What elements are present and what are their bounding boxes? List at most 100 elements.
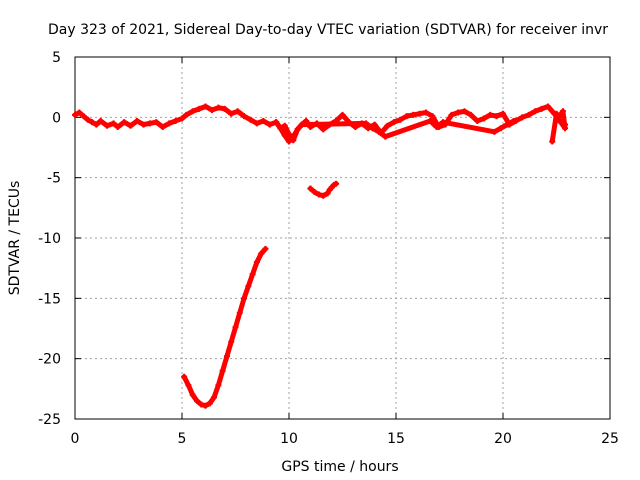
data-point [382, 133, 389, 140]
data-point [245, 283, 252, 290]
data-point [320, 192, 327, 199]
data-point [253, 259, 260, 266]
data-point [181, 373, 188, 380]
data-point [403, 113, 410, 120]
y-tick-label: 0 [52, 110, 61, 126]
data-point [134, 117, 141, 124]
data-point [532, 108, 539, 115]
data-point [553, 110, 560, 117]
data-point [185, 382, 192, 389]
data-point [390, 119, 397, 126]
y-tick-label: -15 [38, 291, 61, 307]
data-point [183, 111, 190, 118]
series-segment-11h [307, 180, 340, 199]
data-point [397, 116, 404, 123]
x-axis-ticks: 0 5 10 15 20 25 [71, 57, 619, 447]
data-point [557, 119, 564, 126]
data-point [72, 111, 78, 118]
data-point [311, 189, 318, 196]
data-point [172, 117, 179, 124]
y-tick-label: -10 [38, 231, 61, 247]
data-point [215, 382, 222, 389]
y-tick-label: -25 [38, 412, 61, 428]
data-point [467, 111, 474, 118]
data-point [410, 111, 417, 118]
data-point [555, 114, 562, 121]
data-point [247, 116, 254, 123]
data-point [198, 401, 205, 408]
data-point [114, 123, 121, 130]
data-point [234, 108, 241, 115]
data-point [519, 114, 526, 121]
data-point [189, 108, 196, 115]
data-point [273, 119, 280, 126]
data-point [93, 121, 100, 128]
data-point [253, 120, 260, 127]
data-point [179, 115, 185, 122]
data-point [544, 103, 551, 110]
data-point [89, 119, 96, 126]
x-tick-label: 25 [601, 431, 619, 447]
data-point [369, 125, 376, 132]
series-dip-band [273, 117, 517, 145]
data-point [193, 397, 200, 404]
data-point [294, 126, 301, 133]
data-point [480, 115, 487, 122]
data-point [487, 111, 494, 118]
data-point [221, 105, 228, 112]
data-point [266, 121, 273, 128]
data-point [504, 121, 511, 128]
data-point [202, 103, 209, 110]
data-point [461, 108, 468, 115]
data-point [206, 400, 213, 407]
data-point [333, 180, 340, 187]
data-point [153, 119, 160, 126]
data-point [121, 119, 128, 126]
data-point [559, 108, 566, 115]
data-point [290, 133, 297, 140]
data-point [497, 125, 504, 132]
data-point [241, 295, 248, 302]
data-point [455, 109, 462, 116]
data-point [140, 121, 147, 128]
series-deep-arc [181, 245, 269, 409]
data-point [474, 117, 481, 124]
data-point [97, 117, 104, 124]
grid [75, 57, 610, 419]
data-point [281, 122, 288, 129]
data-point [219, 367, 226, 374]
data-point [448, 111, 455, 118]
data-point [384, 122, 391, 129]
x-tick-label: 5 [178, 431, 187, 447]
data-point [228, 110, 235, 117]
data-point [440, 119, 447, 126]
data-point [339, 111, 346, 118]
data-point [189, 391, 196, 398]
x-tick-label: 20 [494, 431, 512, 447]
data-point [363, 120, 370, 127]
data-point [262, 245, 269, 252]
data-point [549, 138, 556, 145]
data-point [427, 117, 434, 124]
x-tick-label: 0 [71, 431, 80, 447]
data-point [286, 131, 292, 138]
data-point [315, 191, 322, 198]
data-point [375, 128, 382, 135]
data-point [236, 309, 243, 316]
data-point [208, 107, 215, 114]
data-point [202, 402, 209, 409]
data-point [76, 109, 83, 116]
data-point [286, 138, 292, 145]
data-point [525, 111, 532, 118]
data-point [127, 122, 134, 129]
data-point [110, 120, 117, 127]
data-point [538, 105, 545, 112]
y-axis-ticks: 5 0 -5 -10 -15 -20 -25 [38, 50, 610, 428]
data-point [493, 113, 500, 120]
data-point [260, 117, 267, 124]
data-point [491, 128, 498, 135]
y-tick-label: -5 [47, 171, 61, 187]
x-axis-label: GPS time / hours [281, 459, 398, 475]
data-point [166, 120, 173, 127]
data-point [422, 109, 429, 116]
